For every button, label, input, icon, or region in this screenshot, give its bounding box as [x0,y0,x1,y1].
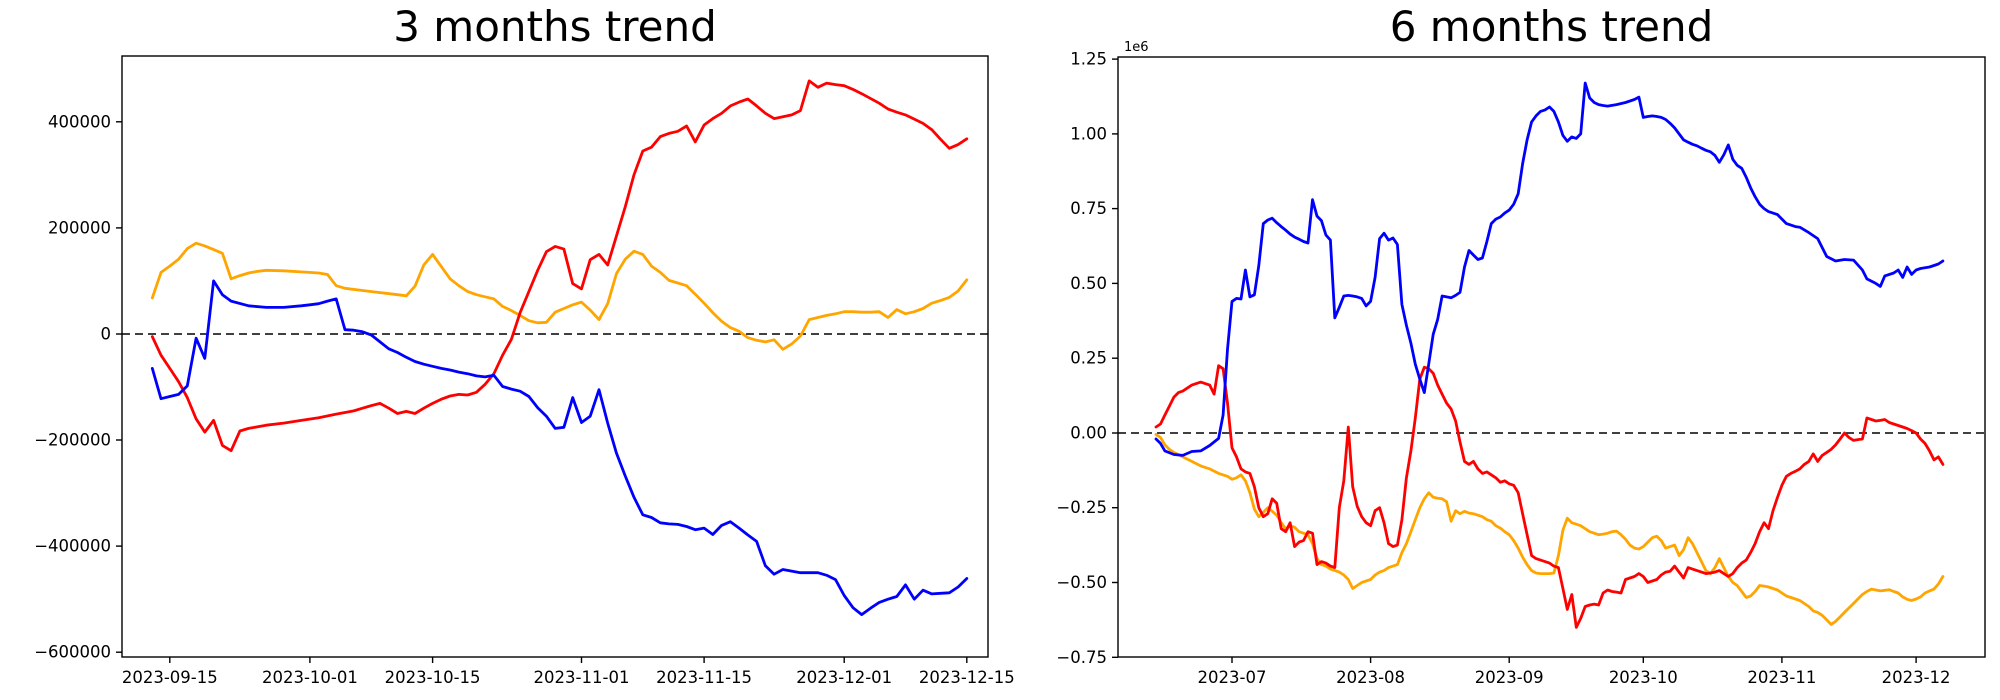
y-tick-label: −200000 [34,431,111,450]
series-blue-line [1154,81,1945,457]
x-tick-label: 2023-10-01 [262,668,358,687]
series-red-line [1154,364,1945,629]
x-tick-label: 2023-08 [1336,668,1405,687]
y-tick-label: 0 [101,325,112,344]
y-tick-label: 0.75 [1070,199,1107,218]
y-tick-label: −0.25 [1056,498,1107,517]
y-tick-label: −600000 [34,643,111,662]
x-tick-label: 2023-12 [1882,668,1951,687]
chart-title-6-months: 6 months trend [1389,2,1714,51]
y-tick-label: −0.75 [1056,648,1107,667]
plot-border [1117,56,1986,658]
y-tick-label: 0.25 [1070,349,1107,368]
x-tick-label: 2023-11-01 [534,668,630,687]
y-tick-label: 1.00 [1070,124,1107,143]
x-tick-label: 2023-10 [1609,668,1678,687]
y-tick-label: 0.50 [1070,274,1107,293]
series-orange-line [150,241,969,351]
x-tick-label: 2023-11 [1747,668,1816,687]
series-red-line [150,79,969,453]
y-tick-label: 400000 [48,112,111,131]
y-axis-offset-label: 1e6 [1124,40,1149,55]
x-tick-label: 2023-07 [1198,668,1267,687]
x-tick-label: 2023-09-15 [122,668,218,687]
x-tick-label: 2023-10-15 [385,668,481,687]
x-tick-label: 2023-12-15 [919,668,1015,687]
series-orange-line [1154,433,1945,626]
y-tick-label: 200000 [48,218,111,237]
chart-title-3-months: 3 months trend [393,2,717,51]
y-tick-label: 1.25 [1070,50,1107,69]
x-tick-label: 2023-12-01 [796,668,892,687]
x-tick-label: 2023-09 [1475,668,1544,687]
plot-border [121,55,989,658]
x-tick-label: 2023-11-15 [656,668,752,687]
series-blue-line [150,279,969,616]
y-tick-label: −400000 [34,537,111,556]
y-tick-label: 0.00 [1070,424,1107,443]
y-tick-label: −0.50 [1056,573,1107,592]
